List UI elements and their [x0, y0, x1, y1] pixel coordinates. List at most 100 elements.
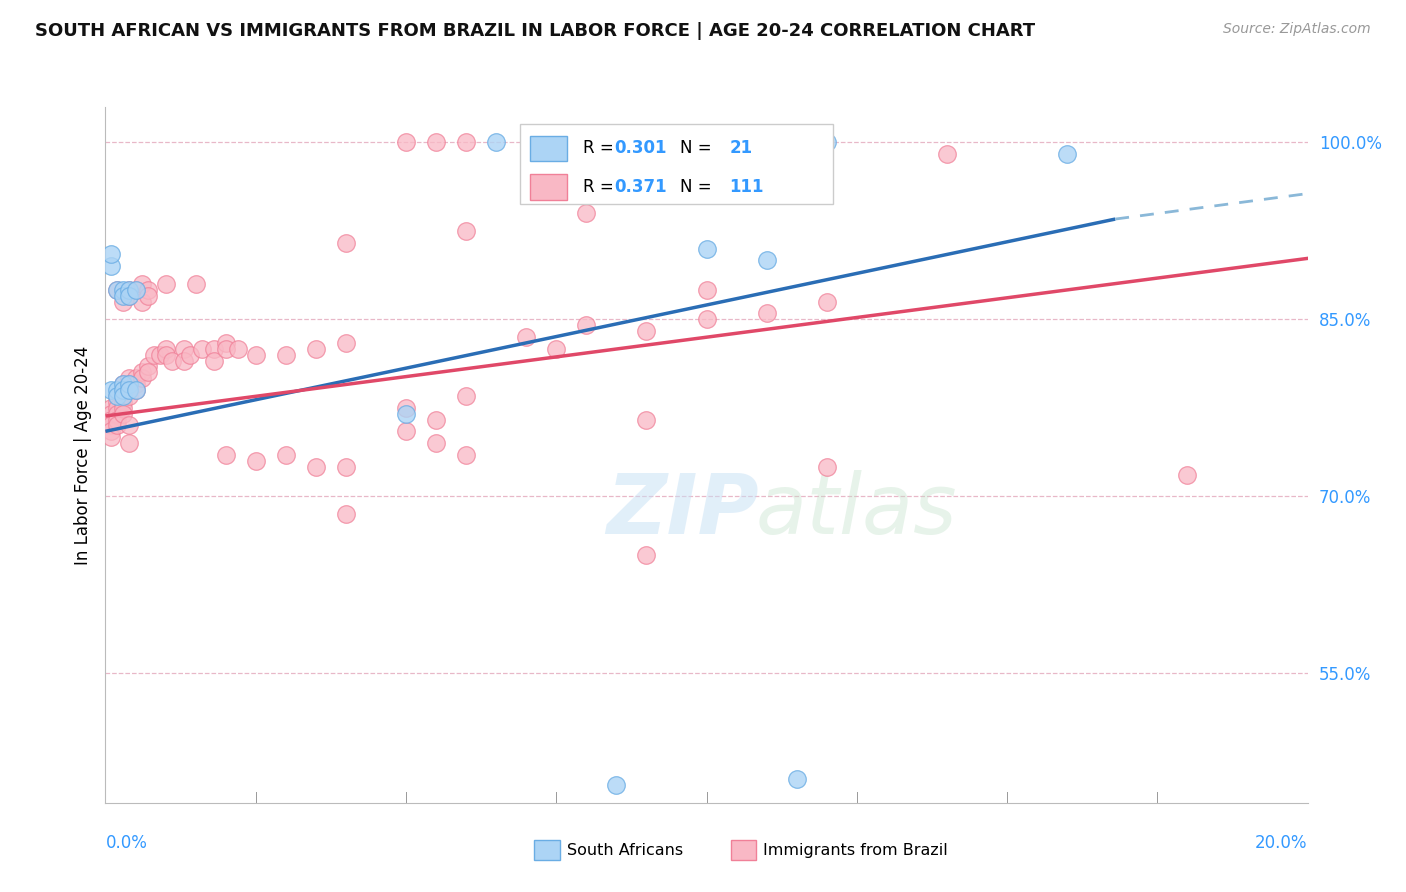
Point [335, 507, 357, 521]
Point [696, 312, 718, 326]
Point [131, 294, 153, 309]
Point [107, 389, 129, 403]
Point [112, 294, 135, 309]
Point [786, 772, 808, 787]
Point [305, 459, 328, 474]
Point [179, 348, 201, 362]
Point [245, 348, 267, 362]
Point [118, 283, 141, 297]
Point [636, 548, 658, 562]
Point [636, 136, 658, 150]
Point [335, 459, 357, 474]
Point [118, 377, 141, 392]
Point [118, 289, 141, 303]
Point [124, 383, 146, 397]
Text: 21: 21 [730, 139, 752, 157]
Point [605, 778, 627, 792]
Point [131, 371, 153, 385]
Point [815, 294, 838, 309]
Point [142, 348, 165, 362]
Point [118, 383, 141, 397]
Point [100, 425, 122, 439]
Text: R =: R = [582, 139, 619, 157]
Point [155, 342, 177, 356]
Point [395, 136, 418, 150]
Point [100, 259, 122, 273]
Point [100, 430, 122, 444]
Point [395, 401, 418, 415]
Text: South Africans: South Africans [567, 843, 683, 857]
Point [184, 277, 207, 291]
Point [100, 418, 122, 433]
Text: atlas: atlas [756, 470, 957, 551]
Point [112, 383, 135, 397]
Point [155, 277, 177, 291]
Point [107, 412, 129, 426]
Point [107, 407, 129, 421]
Point [454, 136, 477, 150]
Point [575, 318, 598, 333]
Point [425, 412, 447, 426]
Point [100, 412, 122, 426]
Point [112, 377, 135, 392]
Point [1056, 147, 1078, 161]
Point [107, 418, 129, 433]
Point [107, 401, 129, 415]
Point [226, 342, 249, 356]
Point [202, 342, 225, 356]
Point [274, 348, 297, 362]
Point [395, 407, 418, 421]
Text: 0.301: 0.301 [614, 139, 666, 157]
Point [274, 448, 297, 462]
Point [118, 436, 141, 450]
Point [136, 359, 159, 374]
Point [112, 283, 135, 297]
Point [112, 377, 135, 392]
Point [124, 283, 146, 297]
Point [112, 389, 135, 403]
Point [118, 289, 141, 303]
Point [173, 342, 195, 356]
Point [118, 389, 141, 403]
Point [107, 283, 129, 297]
Point [136, 283, 159, 297]
Point [335, 235, 357, 250]
Text: Immigrants from Brazil: Immigrants from Brazil [763, 843, 948, 857]
Point [131, 277, 153, 291]
Point [485, 136, 508, 150]
Text: 0.371: 0.371 [614, 178, 666, 196]
Point [124, 371, 146, 385]
Point [100, 247, 122, 261]
Text: N =: N = [679, 178, 717, 196]
Point [755, 306, 778, 320]
Point [136, 289, 159, 303]
Point [107, 395, 129, 409]
Point [214, 342, 236, 356]
Text: 20.0%: 20.0% [1256, 834, 1308, 852]
Point [936, 147, 959, 161]
Point [112, 395, 135, 409]
Point [425, 436, 447, 450]
Point [136, 365, 159, 379]
Point [124, 377, 146, 392]
Point [173, 353, 195, 368]
Point [454, 448, 477, 462]
Point [118, 371, 141, 385]
Point [425, 136, 447, 150]
Point [815, 459, 838, 474]
Point [131, 365, 153, 379]
Point [214, 335, 236, 350]
Point [305, 342, 328, 356]
Point [160, 353, 183, 368]
Point [454, 389, 477, 403]
Point [100, 401, 122, 415]
Point [107, 383, 129, 397]
Point [335, 335, 357, 350]
Point [202, 353, 225, 368]
Point [112, 407, 135, 421]
Text: 0.0%: 0.0% [105, 834, 148, 852]
Point [815, 136, 838, 150]
Text: ZIP: ZIP [606, 470, 759, 551]
Point [696, 283, 718, 297]
Point [755, 253, 778, 268]
